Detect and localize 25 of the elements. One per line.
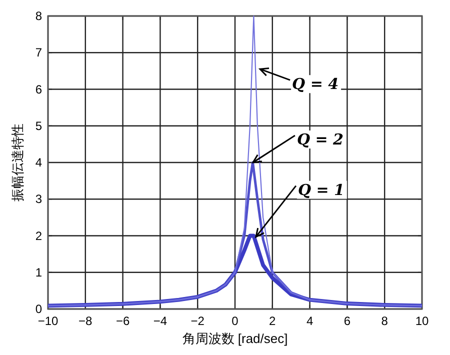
x-tick-label: −2 xyxy=(190,314,205,328)
x-tick-label: −10 xyxy=(38,314,58,328)
y-tick-label: 2 xyxy=(35,228,42,243)
x-tick-label: 10 xyxy=(415,314,429,328)
x-axis-title: 角周波数 [rad/sec] xyxy=(182,331,288,346)
y-tick-label: 3 xyxy=(35,192,42,206)
x-tick-label: 0 xyxy=(232,314,239,328)
x-tick-label: 2 xyxy=(269,314,276,328)
y-tick-label: 7 xyxy=(35,46,42,60)
annotation: Q = 4 xyxy=(292,75,339,94)
y-tick-label: 8 xyxy=(35,9,42,23)
y-tick-label: 5 xyxy=(35,118,42,133)
x-tick-label: 6 xyxy=(344,314,351,328)
x-tick-label: 8 xyxy=(381,314,388,328)
x-tick-label: −6 xyxy=(116,314,130,328)
y-tick-label: 0 xyxy=(35,302,42,316)
annotation: Q = 2 xyxy=(296,130,344,148)
y-tick-label: 1 xyxy=(35,265,42,280)
y-tick-label: 6 xyxy=(35,82,42,96)
y-axis-title: 振幅伝達特性 xyxy=(10,124,25,202)
annotation: Q = 1 xyxy=(298,180,344,199)
x-tick-label: −4 xyxy=(153,314,168,328)
y-tick-label: 4 xyxy=(35,156,42,170)
x-tick-label: −8 xyxy=(78,314,93,328)
x-tick-label: 4 xyxy=(306,314,314,328)
